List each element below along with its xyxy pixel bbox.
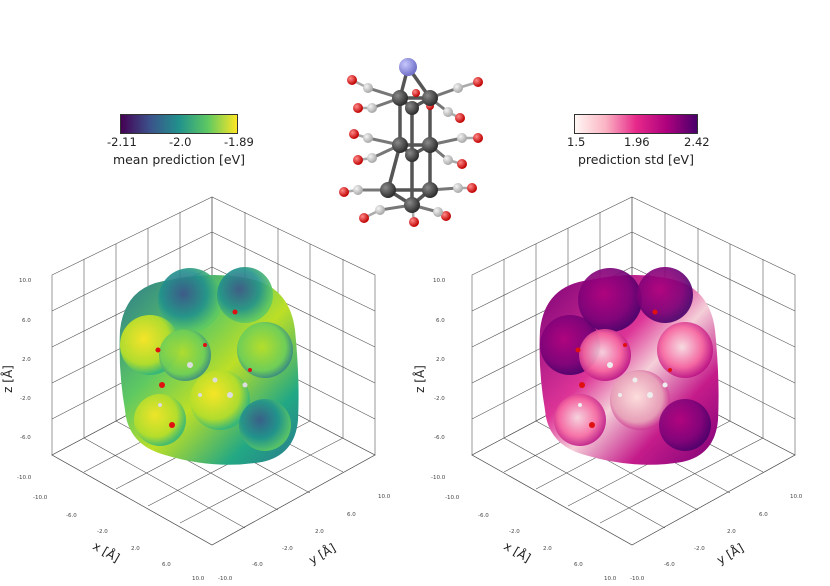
right-y-tick-0: 10.0 (790, 494, 803, 500)
right-z-tick-6: 6.0 (436, 318, 445, 324)
right-colorbar-tick-min: 1.5 (567, 135, 586, 149)
right-y-tick-5: -10.0 (630, 576, 645, 582)
left-z-tick-6: 6.0 (22, 318, 31, 324)
left-y-tick-2: 2.0 (315, 529, 324, 535)
right-z-tick-2: 2.0 (436, 357, 445, 363)
left-colorbar-tick-max: -1.89 (224, 135, 254, 149)
left-x-tick-3: 2.0 (131, 546, 140, 552)
right-y-tick-4: -6.0 (664, 562, 675, 568)
left-zlabel: z [Å] (0, 365, 15, 393)
right-z-tick-m2: -2.0 (434, 396, 445, 402)
right-y-tick-2: 2.0 (727, 529, 736, 535)
left-z-tick-m10: -10.0 (17, 475, 32, 481)
right-x-tick-5: 10.0 (604, 576, 617, 582)
right-colorbar-tick-mid: 1.96 (624, 135, 650, 149)
right-colorbar (574, 114, 698, 134)
left-colorbar-tick-min: -2.11 (107, 135, 137, 149)
left-colorbar-title: mean prediction [eV] (112, 152, 246, 167)
left-colorbar (120, 114, 238, 134)
left-3d-plot: 10.0 6.0 2.0 -2.0 -6.0 -10.0 -10.0 -6.0 … (17, 196, 391, 582)
left-y-tick-0: 10.0 (378, 494, 391, 500)
left-z-tick-m6: -6.0 (20, 435, 31, 441)
right-z-tick-m10: -10.0 (431, 475, 446, 481)
right-z-tick-10: 10.0 (433, 278, 446, 284)
left-x-tick-0: -10.0 (33, 495, 48, 501)
left-y-tick-1: 6.0 (347, 512, 356, 518)
right-y-tick-1: 6.0 (759, 512, 768, 518)
right-z-tick-m6: -6.0 (434, 435, 445, 441)
right-x-tick-0: -10.0 (445, 495, 460, 501)
right-3d-plot: 10.0 6.0 2.0 -2.0 -6.0 -10.0 -10.0 -6.0 … (431, 196, 803, 582)
molecule-structure (339, 58, 483, 227)
left-y-tick-4: -6.0 (252, 562, 263, 568)
right-surface (539, 267, 719, 465)
right-zlabel: z [Å] (412, 365, 427, 393)
right-x-tick-2: -2.0 (509, 529, 520, 535)
left-z-tick-10: 10.0 (19, 278, 32, 284)
left-y-tick-5: -10.0 (218, 576, 233, 582)
left-x-tick-4: 6.0 (162, 562, 171, 568)
left-x-tick-5: 10.0 (192, 576, 205, 582)
left-y-tick-3: -2.0 (282, 546, 293, 552)
left-x-tick-2: -2.0 (97, 529, 108, 535)
left-z-tick-m2: -2.0 (20, 396, 31, 402)
right-x-tick-1: -6.0 (478, 513, 489, 519)
right-x-tick-4: 6.0 (574, 562, 583, 568)
right-x-tick-3: 2.0 (543, 546, 552, 552)
left-colorbar-tick-mid: -2.0 (169, 135, 192, 149)
left-x-tick-1: -6.0 (66, 513, 77, 519)
left-z-tick-2: 2.0 (22, 357, 31, 363)
right-y-tick-3: -2.0 (694, 546, 705, 552)
left-surface (119, 267, 299, 465)
right-colorbar-title: prediction std [eV] (577, 152, 694, 167)
right-colorbar-tick-max: 2.42 (684, 135, 710, 149)
